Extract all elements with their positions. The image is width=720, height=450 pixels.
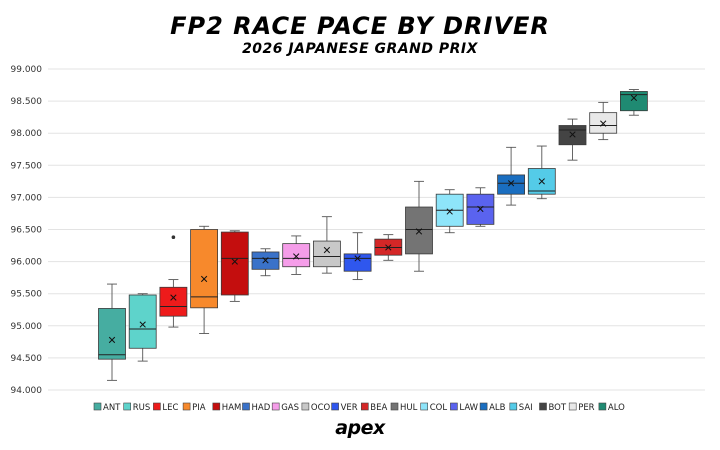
box-gas [282,243,311,268]
legend-swatch-sai [509,402,518,411]
legend-label-alb: ALB [489,403,506,413]
legend-label-gas: GAS [281,403,299,413]
legend-label-law: LAW [459,403,478,413]
legend-label-ham: HAM [222,403,242,413]
box-rus [128,294,157,349]
mean-marker-bot [569,131,576,138]
legend-swatch-pia [182,402,191,411]
box-ver [343,253,372,272]
y-tick-label: 95.500 [11,290,43,300]
legend-swatch-law [450,402,458,411]
box-oco [312,240,341,268]
mean-marker-gas [293,253,300,260]
mean-marker-ham [231,258,238,265]
mean-marker-rus [139,321,146,328]
mean-marker-law [477,205,484,213]
box-hul [405,206,433,255]
legend-label-per: PER [578,403,594,413]
legend-swatch-gas [271,402,280,411]
box-alb [497,174,526,195]
legend-label-alo: ALO [608,403,625,413]
mean-marker-alo [630,94,638,102]
y-tick-label: 98.500 [11,97,43,107]
mean-marker-col [446,208,453,215]
legend-label-hul: HUL [400,403,418,413]
legend-swatch-ver [331,402,339,411]
box-lec [159,286,188,317]
y-tick-label: 94.000 [11,386,43,396]
legend-label-bot: BOT [549,403,567,413]
legend-swatch-lec [153,402,161,411]
legend-label-sai: SAI [519,403,533,413]
legend-label-bea: BEA [370,403,387,413]
legend-swatch-oco [301,402,310,411]
legend-swatch-rus [123,402,131,411]
y-tick-label: 97.500 [11,161,43,171]
y-tick-label: 96.500 [11,226,43,236]
mean-marker-had [262,257,269,264]
mean-marker-lec [170,294,177,301]
legend-swatch-bot [539,402,547,411]
legend-label-col: COL [430,403,448,413]
box-pia [190,229,219,309]
legend-label-rus: RUS [133,403,151,413]
mean-marker-pia [200,275,208,283]
apex-logo: apex [335,417,385,439]
mean-marker-per [600,120,607,127]
box-ant [98,308,126,360]
mean-marker-ant [108,336,116,344]
y-tick-label: 94.500 [11,354,43,364]
y-tick-label: 98.000 [11,129,43,139]
mean-marker-sai [538,178,545,185]
legend-label-ver: VER [341,403,358,413]
legend-swatch-bea [360,402,369,411]
y-tick-label: 99.000 [11,65,43,75]
legend-label-had: HAD [252,403,271,413]
chart-title: FP2 RACE PACE BY DRIVER [170,12,550,40]
legend-swatch-col [420,402,429,411]
box-ham [220,231,249,296]
outlier-point-lec [171,235,176,240]
legend-swatch-alb [479,402,488,411]
chart-subtitle: 2026 JAPANESE GRAND PRIX [242,41,478,57]
legend-label-oco: OCO [311,403,331,413]
mean-marker-bea [385,244,392,251]
mean-marker-hul [415,228,423,235]
y-tick-label: 95.000 [11,322,43,332]
legend-swatch-hul [390,402,399,411]
mean-marker-ver [354,255,361,262]
box-alo [620,91,648,112]
y-tick-label: 97.000 [11,193,43,203]
mean-marker-oco [323,246,331,254]
legend-label-pia: PIA [192,403,206,413]
legend-swatch-per [568,402,577,411]
legend-swatch-ant [93,402,102,411]
y-tick-label: 96.000 [11,258,43,268]
legend-swatch-alo [598,402,607,411]
mean-marker-alb [507,180,515,187]
legend-label-lec: LEC [162,403,178,413]
legend-label-ant: ANT [103,403,121,413]
legend-swatch-ham [212,402,221,411]
legend-swatch-had [242,402,250,411]
